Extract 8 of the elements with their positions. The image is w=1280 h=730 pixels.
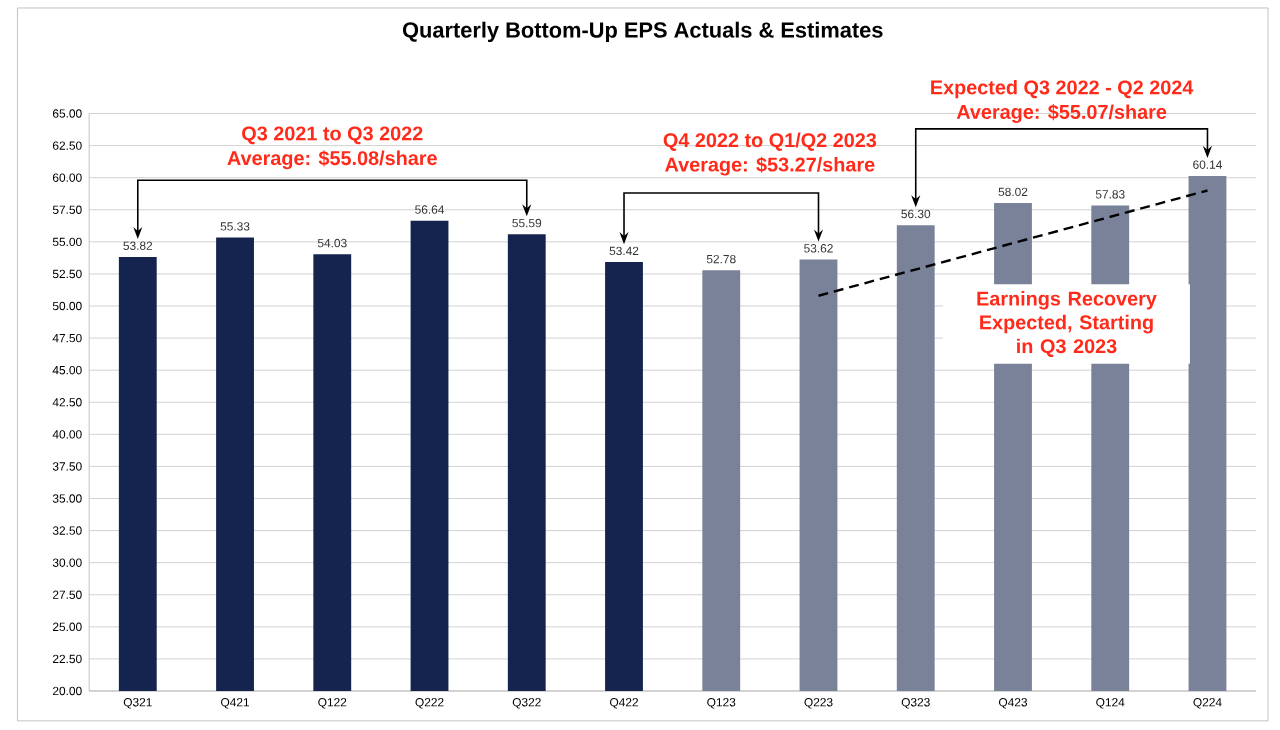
annotation: Average: $55.08/share (227, 149, 437, 169)
annotation: Average: $53.27/share (665, 156, 875, 176)
text: Expected Q3 2022 - Q2 2024 (931, 79, 1194, 98)
chart-title: Quarterly Bottom-Up EPS Actuals & Estimates (402, 21, 883, 42)
annotation: Q4 2022 to Q1/Q2 2023 (663, 132, 877, 151)
annotation: Earnings Recovery Expected, Starting in Q3 2023 (977, 290, 1157, 357)
annotation: Average: $55.07/share (956, 103, 1167, 123)
annotation: Q3 2021 to Q3 2022 (242, 126, 423, 144)
